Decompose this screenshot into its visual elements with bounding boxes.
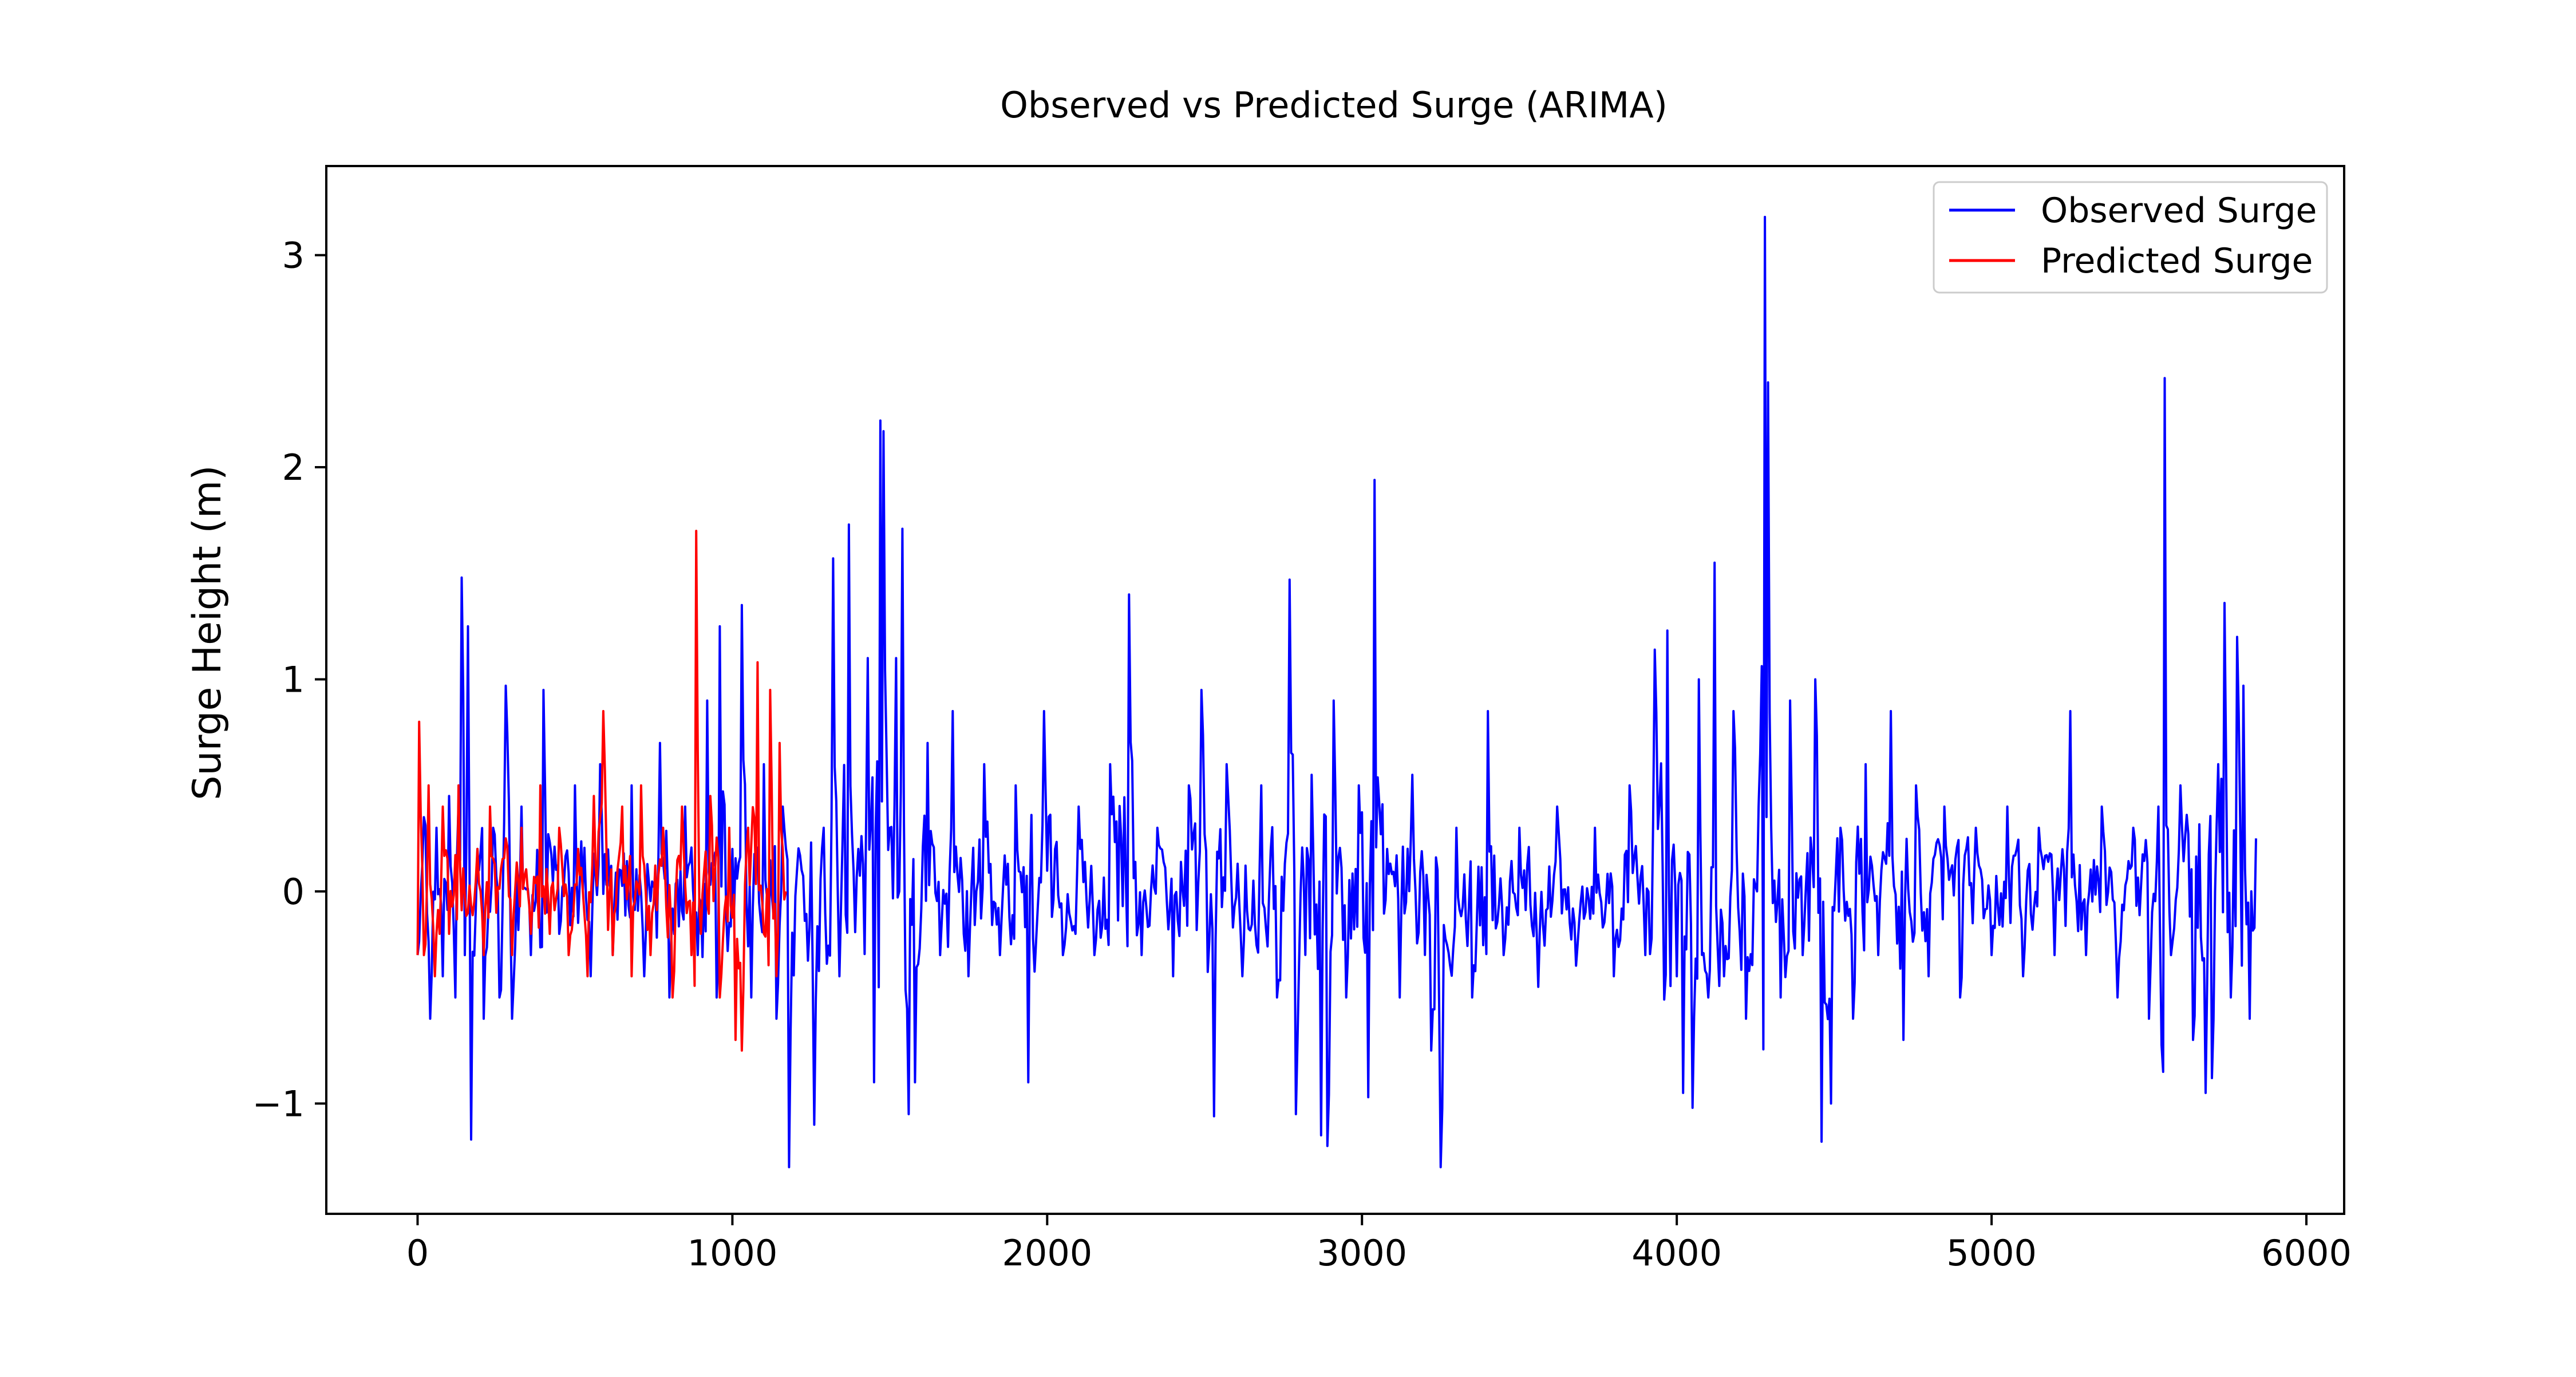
- y-tick-label: 0: [282, 871, 305, 913]
- plot-area: [416, 215, 2257, 1169]
- plot-frame: [325, 165, 2345, 1215]
- legend-label-predicted: Predicted Surge: [2041, 241, 2313, 281]
- axis-ticks: 0 1000 2000 3000 4000 5000 6000 −1 0 1 2 3: [252, 235, 2352, 1274]
- x-tick-label: 4000: [1631, 1232, 1722, 1274]
- x-tick-label: 5000: [1946, 1232, 2037, 1274]
- series-line-predicted: [416, 530, 787, 1052]
- x-tick-label: 6000: [2261, 1232, 2352, 1274]
- y-axis-label: Surge Height (m): [185, 465, 230, 800]
- series-line-observed: [416, 215, 2257, 1169]
- x-tick-label: 1000: [688, 1232, 778, 1274]
- y-tick-label: −1: [252, 1083, 305, 1125]
- legend: Observed Surge Predicted Surge: [1933, 181, 2328, 294]
- x-tick-label: 3000: [1317, 1232, 1407, 1274]
- legend-label-observed: Observed Surge: [2041, 191, 2317, 231]
- y-tick-label: 1: [282, 658, 305, 700]
- chart-title: Observed vs Predicted Surge (ARIMA): [1000, 84, 1668, 126]
- y-tick-label: 3: [282, 235, 305, 277]
- y-tick-label: 2: [282, 447, 305, 488]
- legend-box: [1933, 181, 2328, 294]
- x-tick-label: 2000: [1002, 1232, 1092, 1274]
- x-tick-label: 0: [406, 1232, 429, 1274]
